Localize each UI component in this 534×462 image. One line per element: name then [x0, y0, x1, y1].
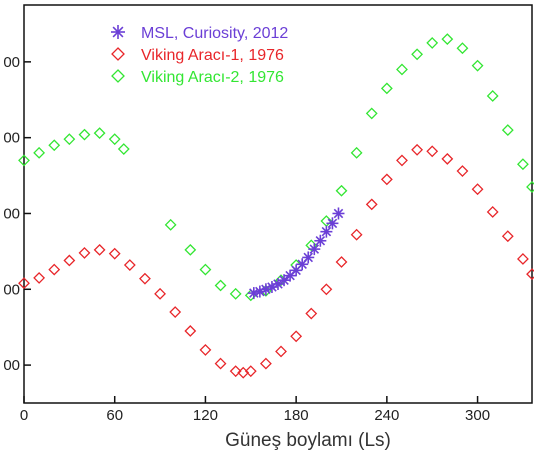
data-point	[199, 263, 212, 276]
data-point	[214, 357, 227, 370]
data-point	[471, 59, 484, 72]
data-point	[426, 145, 439, 158]
legend-label-msl-curiosity-2012: MSL, Curiosity, 2012	[141, 25, 288, 42]
data-point	[486, 206, 499, 218]
legend-marker-viking-arac-1-1976	[111, 47, 125, 61]
data-point	[526, 181, 534, 193]
data-point	[320, 225, 333, 238]
data-point	[33, 146, 46, 159]
data-point	[63, 133, 76, 146]
data-point	[18, 277, 30, 290]
data-point	[154, 287, 166, 300]
x-tick-label-60: 60	[106, 407, 123, 424]
data-point	[184, 325, 197, 337]
plot-frame	[23, 4, 533, 404]
data-point	[365, 198, 378, 211]
legend-marker-viking-arac-2-1976	[111, 69, 125, 83]
data-point	[314, 234, 327, 247]
data-point	[365, 107, 378, 120]
data-point	[199, 344, 212, 356]
data-point	[471, 183, 484, 196]
data-point	[164, 218, 177, 231]
data-point	[123, 259, 136, 271]
data-point	[63, 254, 76, 267]
x-tick-label-240: 240	[374, 407, 399, 424]
y-tick-label-1100: 00	[3, 54, 20, 71]
marks-layer	[18, 33, 534, 379]
data-point	[350, 146, 363, 159]
x-tick-label-300: 300	[465, 407, 490, 424]
data-point	[411, 48, 424, 61]
data-point	[184, 243, 197, 256]
data-point	[139, 272, 151, 285]
data-point	[441, 33, 454, 46]
data-point	[380, 82, 393, 95]
data-point	[396, 154, 408, 167]
data-point	[169, 306, 182, 318]
data-point	[78, 128, 91, 141]
legend-label-viking-arac-2-1976: Viking Aracı-2, 1976	[141, 69, 284, 86]
data-point	[396, 63, 408, 76]
legend: MSL, Curiosity, 2012 Viking Aracı-1, 1976…	[111, 25, 288, 86]
y-tick-label-700: 00	[3, 357, 20, 374]
x-tick-label-0: 0	[20, 407, 28, 424]
data-point	[501, 230, 514, 243]
data-point	[350, 228, 363, 241]
x-tick-label-180: 180	[284, 407, 309, 424]
y-tick-label-900: 00	[3, 205, 20, 222]
data-point	[411, 143, 424, 156]
data-point	[214, 279, 227, 292]
data-point	[486, 90, 499, 102]
data-point	[335, 184, 348, 197]
data-point	[380, 173, 393, 186]
legend-marker-msl-curiosity-2012	[111, 25, 125, 39]
data-point	[275, 345, 287, 358]
series-msl-curiosity-2012	[247, 207, 345, 300]
data-point	[290, 330, 303, 343]
data-point	[108, 247, 121, 260]
data-point	[78, 246, 91, 259]
x-axis-title: Güneş boylamı (Ls)	[225, 430, 391, 451]
legend-label-viking-arac-1-1976: Viking Aracı-1, 1976	[141, 47, 284, 64]
data-point	[18, 154, 30, 167]
data-point	[244, 365, 257, 378]
x-tick-label-120: 120	[193, 407, 218, 424]
data-point	[517, 158, 529, 171]
axes-layer: 0 60 120 180 240 300 00 00 00 00 00	[3, 54, 490, 424]
data-point	[526, 268, 534, 281]
data-point	[93, 243, 106, 256]
data-point	[501, 124, 514, 137]
data-point	[108, 133, 121, 146]
data-point	[517, 253, 529, 265]
y-tick-label-1000: 00	[3, 130, 20, 147]
data-point	[308, 243, 321, 256]
data-point	[272, 277, 284, 290]
data-point	[278, 274, 291, 287]
data-point	[320, 283, 333, 296]
data-point	[33, 271, 46, 284]
data-point	[117, 143, 130, 155]
data-point	[48, 263, 61, 276]
series-viking-arac-1-1976	[18, 143, 534, 379]
data-point	[332, 207, 345, 220]
data-point	[302, 251, 315, 264]
data-point	[259, 357, 272, 370]
y-tick-label-800: 00	[3, 281, 20, 298]
data-point	[229, 365, 242, 378]
data-point	[305, 307, 318, 320]
data-point	[326, 217, 339, 230]
data-point	[229, 287, 242, 300]
data-point	[335, 256, 348, 268]
data-point	[93, 127, 106, 140]
data-point	[456, 42, 469, 55]
data-point	[456, 165, 469, 177]
data-point	[48, 139, 61, 152]
data-point	[426, 36, 439, 49]
data-point	[441, 152, 454, 165]
